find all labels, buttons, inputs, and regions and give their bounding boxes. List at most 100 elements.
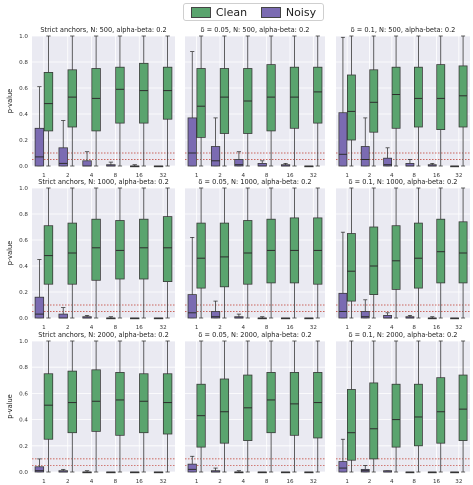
subplot-title: Strict anchors, N: 1000, alpha-beta: 0.2 [38,178,169,186]
noisy-box [210,467,221,473]
clean-box [243,340,253,473]
noisy-box [383,147,393,167]
clean-box [91,340,101,473]
clean-box [436,187,446,319]
clean-box [313,340,323,473]
x-tick-label: 4 [90,479,94,485]
y-tick-label: 0.8 [19,365,28,371]
clean-box [346,187,356,319]
clean-box [391,340,401,473]
clean-box [115,187,125,319]
box-body [369,69,379,133]
box-body [162,66,173,120]
box-body [82,160,92,167]
noisy-box [383,470,393,473]
x-tick-label: 2 [218,325,222,331]
y-tick-label: 1.0 [19,34,28,40]
noisy-box [304,165,314,168]
x-tick-label: 1 [42,173,46,179]
box-body [196,222,206,289]
box-body [266,64,276,132]
x-tick-label: 4 [90,325,94,331]
noisy-box [153,317,164,320]
box-body [289,66,300,129]
noisy-box [153,471,164,474]
box-body [196,68,206,138]
noisy-box [427,316,437,320]
subplot-title: δ = 0.1, N: 500, alpha-beta: 0.2 [351,26,456,34]
subplot-title: δ = 0.05, N: 1000, alpha-beta: 0.2 [198,178,311,186]
y-tick-label: 0.4 [19,112,28,118]
legend: Clean Noisy [183,3,324,21]
noisy-box [257,471,267,474]
x-tick-label: 4 [242,173,246,179]
x-tick-label: 32 [455,173,462,179]
box-body [346,74,356,141]
box-body [91,68,101,132]
box-body [58,313,68,319]
clean-box [436,340,446,473]
x-tick-label: 8 [114,173,118,179]
x-tick-label: 32 [310,325,317,331]
clean-box [139,340,149,473]
clean-box [391,35,401,167]
box-body [67,222,77,285]
noisy-box [304,317,314,320]
box-body [338,292,348,319]
noisy-box [58,307,68,319]
clean-box [458,35,468,167]
clean-box [139,35,149,167]
box-body [115,66,125,124]
clean-box [219,187,230,319]
x-tick-label: 2 [368,479,372,485]
subplot-5: 1 2 4 8 16 32 δ = 0.05, N: 1000, alpha-beta: 0… [185,178,325,331]
clean-box [162,35,173,167]
noisy-box [58,468,68,473]
clean-box [266,187,276,319]
clean-box [458,340,468,473]
box-body [313,372,323,439]
box-body [67,69,77,128]
x-tick-label: 4 [242,325,246,331]
box-body [346,389,356,461]
subplot-4: 0.0 0.2 0.4 0.6 0.8 1.0 1 2 4 8 16 32 Strict anchors… [6,178,175,331]
x-tick-label: 1 [42,479,46,485]
x-tick-label: 8 [114,479,118,485]
noisy-box [427,162,437,167]
noisy-box [210,300,221,319]
box-body [43,72,54,132]
box-body [266,372,276,434]
noisy-box [360,465,370,473]
x-tick-label: 8 [265,479,269,485]
clean-box [413,187,423,319]
legend-item-clean: Clean [190,5,248,19]
x-tick-label: 16 [433,479,441,485]
box-body [187,117,197,167]
box-body [162,373,173,435]
noisy-box [130,317,140,320]
box-body [91,218,101,281]
box-body [266,218,276,284]
box-body [234,159,244,167]
noisy-box [106,161,116,167]
box-body [391,66,401,129]
box-body [115,372,125,436]
box-body [413,66,423,128]
box-body [219,222,230,288]
subplot-8: 1 2 4 8 16 32 δ = 0.05, N: 2000, alpha-beta: 0… [185,331,325,485]
x-tick-label: 8 [412,479,416,485]
subplot-title: δ = 0.1, N: 1000, alpha-beta: 0.2 [349,178,458,186]
x-tick-label: 8 [114,325,118,331]
y-axis-label: p-value [6,89,14,113]
x-tick-label: 2 [218,479,222,485]
y-tick-label: 0.4 [19,264,28,270]
box-body [34,127,45,167]
legend-item-noisy: Noisy [260,6,316,19]
x-tick-label: 32 [310,479,317,485]
y-tick-label: 0.2 [19,444,28,450]
legend-clean-label: Clean [215,5,248,19]
subplot-7: 0.0 0.2 0.4 0.6 0.8 1.0 1 2 4 8 16 32 Strict anchors… [6,331,175,485]
box-body [139,218,149,280]
x-tick-label: 4 [390,479,394,485]
box-body [219,378,230,444]
